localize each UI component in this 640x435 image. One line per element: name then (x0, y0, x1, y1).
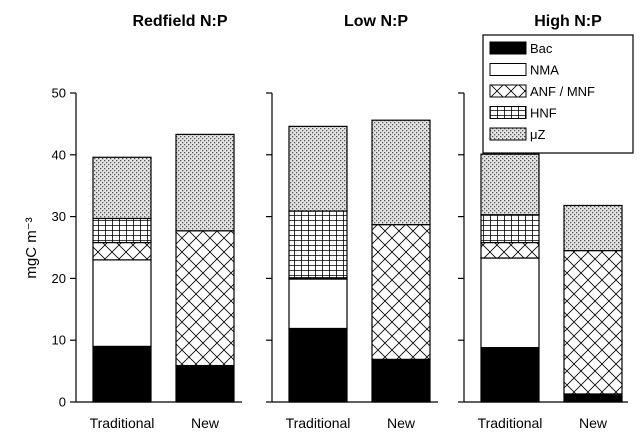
x-category-label: New (387, 415, 416, 431)
bar-new (175, 133, 235, 403)
legend-label: μZ (530, 127, 545, 142)
y-tick-label: 0 (59, 395, 66, 410)
bar-segment-bac (92, 345, 152, 403)
bar-traditional (480, 153, 540, 403)
bar-traditional (288, 125, 348, 403)
bar-segment-nma (288, 278, 348, 330)
legend-item-nma: NMA (489, 63, 559, 78)
bar-segment-hnf (480, 214, 540, 244)
bar-segment-anf-mnf (480, 241, 540, 259)
x-category-label: Traditional (90, 415, 155, 431)
bar-segment-bac (480, 347, 540, 403)
y-tick-label: 30 (52, 209, 66, 224)
bar-segment-z (288, 125, 348, 212)
legend-swatch (489, 127, 527, 141)
legend-label: ANF / MNF (530, 84, 595, 99)
legend-label: NMA (530, 63, 559, 78)
x-category-label: Traditional (478, 415, 543, 431)
x-category-label: New (191, 415, 220, 431)
legend-swatch (489, 41, 527, 55)
bar-segment-bac (288, 327, 348, 403)
legend-swatch (489, 84, 527, 98)
bar-segment-z (480, 153, 540, 216)
bar-segment-z (92, 156, 152, 220)
y-tick-label: 20 (52, 271, 66, 286)
bar-segment-nma (92, 259, 152, 347)
bar-segment-anf-mnf (92, 241, 152, 261)
panel-title: Redfield N:P (132, 13, 227, 30)
legend-label: Bac (530, 41, 553, 56)
y-tick-label: 40 (52, 147, 66, 162)
y-tick-label: 10 (52, 333, 66, 348)
bar-segment-anf-mnf (563, 249, 623, 395)
y-tick-label: 50 (52, 86, 66, 101)
bar-segment-bac (371, 358, 431, 403)
bar-segment-hnf (288, 210, 348, 279)
bar-segment-anf-mnf (371, 224, 431, 360)
panel-low-n-p: Low N:P Traditional New (266, 13, 438, 431)
panel-high-n-p: High N:P Traditional New (458, 13, 628, 431)
y-axis-label: mgC m⁻³ (23, 217, 40, 278)
legend-item-bac: Bac (489, 41, 553, 56)
bar-segment-z (175, 133, 235, 232)
bar-new (371, 119, 431, 403)
panel-title: High N:P (534, 13, 602, 30)
legend: Bac NMA ANF / MNF HNF μZ (482, 34, 634, 154)
legend-swatch (489, 106, 527, 119)
bar-segment-bac (563, 393, 623, 403)
bar-segment-bac (175, 364, 235, 403)
legend-label: HNF (530, 106, 557, 121)
bar-segment-hnf (92, 217, 152, 244)
bar-traditional (92, 156, 152, 403)
bar-segment-nma (480, 257, 540, 349)
bar-new (563, 204, 623, 403)
bar-segment-z (371, 119, 431, 226)
legend-item-hnf: HNF (489, 106, 557, 121)
panel-redfield-n-p: Redfield N:P 0 10 20 30 40 50 Traditional New (52, 13, 242, 431)
panel-title: Low N:P (344, 13, 408, 30)
x-category-label: Traditional (286, 415, 351, 431)
bar-segment-z (563, 204, 623, 252)
x-category-label: New (579, 415, 608, 431)
legend-item-z: μZ (489, 127, 545, 142)
legend-item-anf-mnf: ANF / MNF (489, 84, 595, 99)
bar-segment-anf-mnf (175, 230, 235, 367)
legend-swatch (489, 63, 527, 76)
